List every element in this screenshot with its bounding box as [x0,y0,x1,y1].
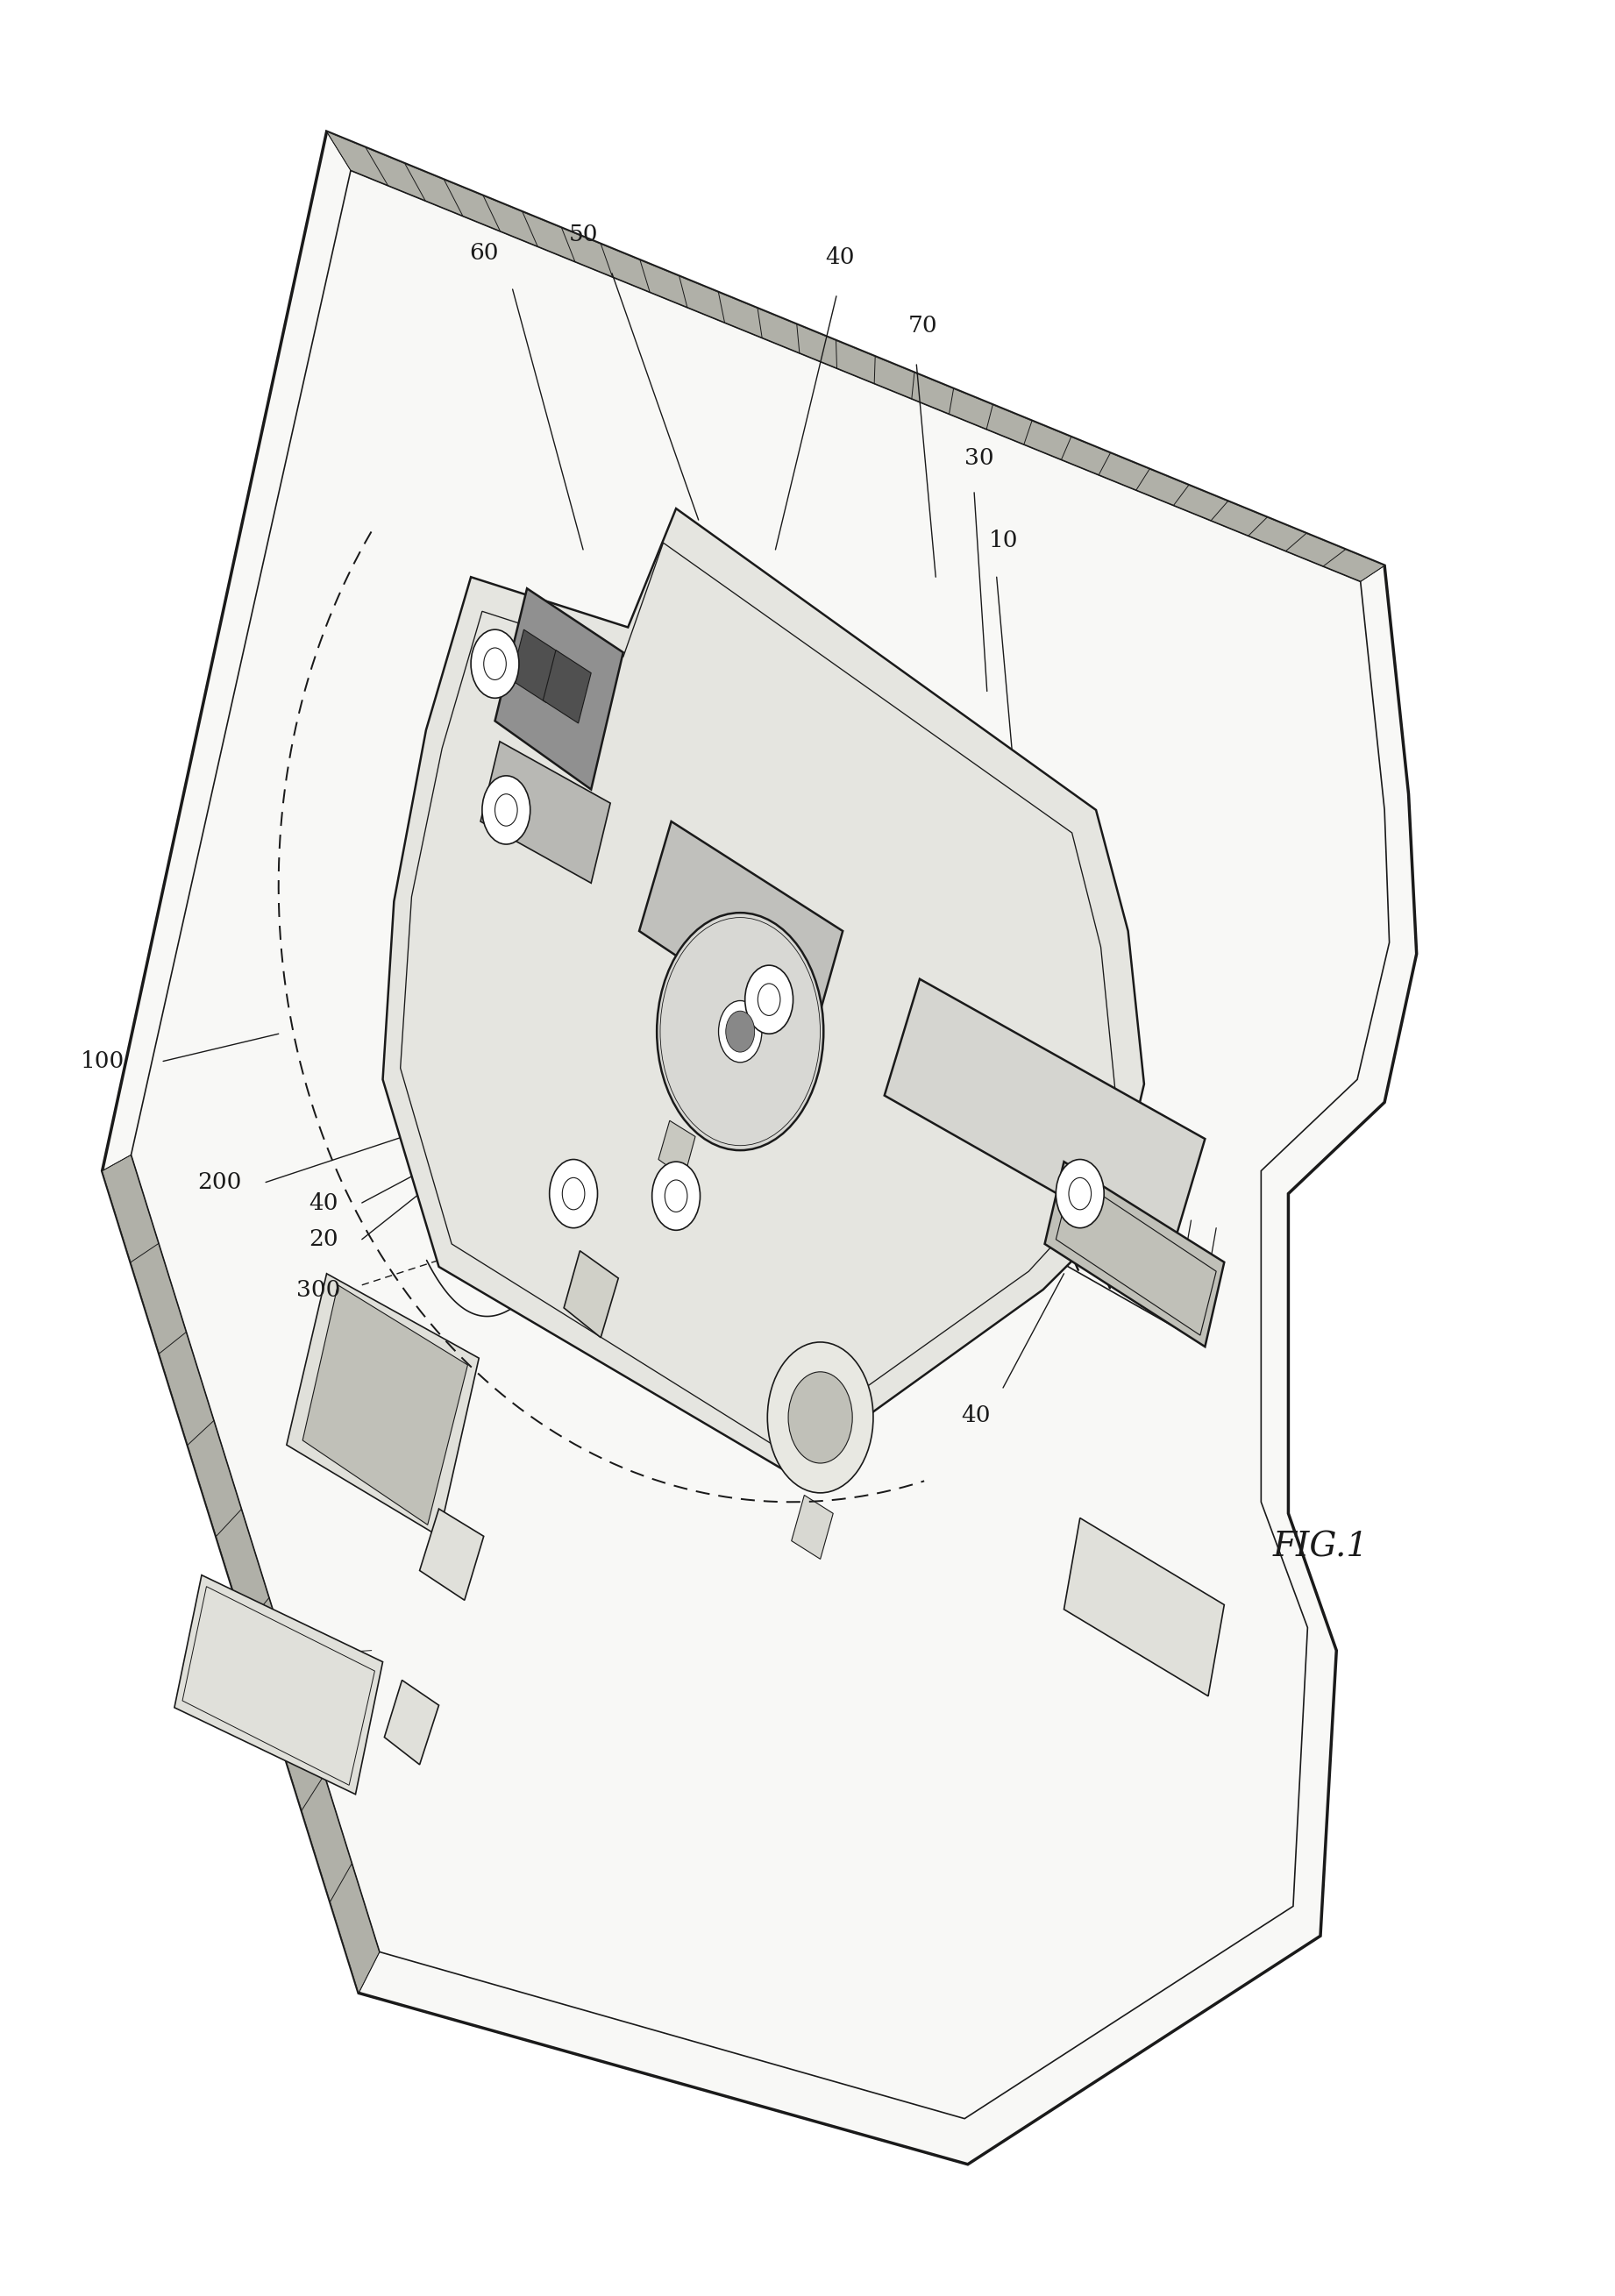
Polygon shape [481,742,610,884]
Text: 70: 70 [908,315,938,338]
Polygon shape [494,588,623,790]
Circle shape [1056,1159,1105,1228]
Circle shape [657,914,824,1150]
Text: 30: 30 [964,448,993,468]
Polygon shape [102,1155,380,1993]
Polygon shape [383,507,1143,1479]
Polygon shape [384,1681,439,1766]
Text: 40: 40 [961,1405,990,1426]
Polygon shape [420,1508,484,1600]
Circle shape [767,1343,874,1492]
Circle shape [719,1001,762,1063]
Polygon shape [174,1575,383,1793]
Text: FIG.1: FIG.1 [1273,1531,1368,1564]
Text: 40: 40 [825,246,854,269]
Polygon shape [102,131,1416,2165]
Text: 200: 200 [197,1171,241,1194]
Text: 10: 10 [988,530,1017,551]
Text: 100: 100 [81,1049,124,1072]
Text: 300: 300 [297,1279,341,1300]
Circle shape [788,1371,853,1463]
Polygon shape [286,1274,480,1536]
Text: 50: 50 [568,223,598,246]
Circle shape [483,776,530,845]
Polygon shape [791,1495,833,1559]
Polygon shape [1064,1518,1224,1697]
Circle shape [725,1010,754,1052]
Text: 20: 20 [308,1228,338,1251]
Polygon shape [543,650,591,723]
Polygon shape [302,1286,468,1525]
Polygon shape [640,822,843,1045]
Polygon shape [885,978,1205,1258]
Circle shape [652,1162,701,1231]
Polygon shape [659,1120,696,1178]
Circle shape [472,629,518,698]
Circle shape [549,1159,598,1228]
Circle shape [745,964,793,1033]
Polygon shape [510,629,559,703]
Polygon shape [326,131,1384,581]
Polygon shape [1045,1162,1224,1348]
Text: 60: 60 [468,241,499,264]
Polygon shape [564,1251,619,1339]
Text: 40: 40 [308,1192,338,1215]
